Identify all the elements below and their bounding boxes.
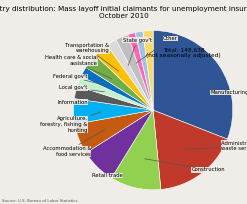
Wedge shape xyxy=(77,76,153,110)
Text: Accommodation &
food services: Accommodation & food services xyxy=(42,130,105,157)
Wedge shape xyxy=(153,31,233,139)
Text: Other: Other xyxy=(136,36,178,63)
Text: Industry distribution: Mass layoff initial claimants for unemployment insurance,: Industry distribution: Mass layoff initi… xyxy=(0,6,247,19)
Text: Local gov't: Local gov't xyxy=(60,85,104,92)
Wedge shape xyxy=(116,35,153,110)
Text: Administrative &
waste services: Administrative & waste services xyxy=(186,141,247,151)
Wedge shape xyxy=(74,99,153,124)
Text: Manufacturing: Manufacturing xyxy=(197,83,247,95)
Wedge shape xyxy=(128,33,153,110)
Wedge shape xyxy=(143,31,153,110)
Wedge shape xyxy=(95,45,153,110)
Text: Source: U.S. Bureau of Labor Statistics: Source: U.S. Bureau of Labor Statistics xyxy=(2,199,78,203)
Text: Retail trade: Retail trade xyxy=(92,148,123,178)
Wedge shape xyxy=(75,110,153,153)
Wedge shape xyxy=(74,86,153,110)
Text: Total: 148,638
(not seasonally adjusted): Total: 148,638 (not seasonally adjusted) xyxy=(146,47,221,58)
Wedge shape xyxy=(111,110,161,190)
Text: Agriculture,
forestry, fishing &
hunting: Agriculture, forestry, fishing & hunting xyxy=(41,112,101,133)
Wedge shape xyxy=(81,67,153,110)
Text: Health care & social
assistance: Health care & social assistance xyxy=(44,55,112,79)
Wedge shape xyxy=(153,110,227,190)
Text: Transportation &
warehousing: Transportation & warehousing xyxy=(65,43,119,71)
Wedge shape xyxy=(86,55,153,110)
Text: State gov't: State gov't xyxy=(123,38,152,65)
Text: Federal gov't: Federal gov't xyxy=(53,74,107,86)
Wedge shape xyxy=(86,110,153,178)
Text: Construction: Construction xyxy=(145,159,225,172)
Text: Information: Information xyxy=(57,99,102,105)
Wedge shape xyxy=(135,31,153,110)
Wedge shape xyxy=(107,40,153,110)
